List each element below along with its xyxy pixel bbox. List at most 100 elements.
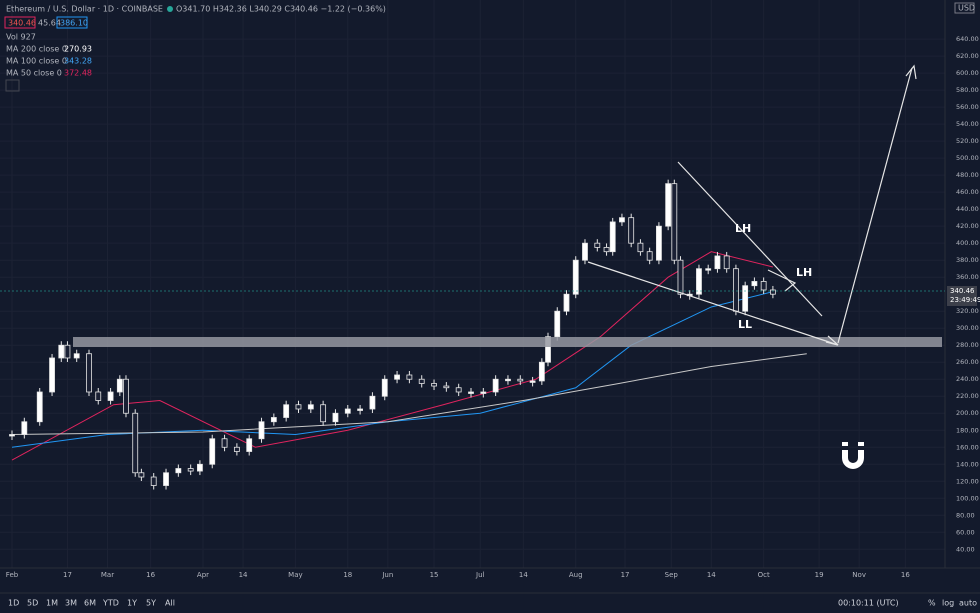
candle bbox=[116, 378, 123, 393]
candle bbox=[603, 247, 610, 253]
candle bbox=[760, 281, 767, 291]
candle bbox=[529, 380, 536, 383]
logo bbox=[842, 442, 864, 469]
spread: 45.64 bbox=[38, 19, 61, 28]
collapse-button[interactable] bbox=[5, 79, 20, 92]
x-tick-label: 14 bbox=[239, 571, 248, 579]
x-tick-label: 14 bbox=[519, 571, 528, 579]
countdown: 23:49:49 bbox=[950, 296, 980, 304]
y-tick-label: 520.00 bbox=[956, 137, 979, 145]
candle bbox=[221, 438, 228, 448]
candle bbox=[505, 378, 511, 382]
sell[interactable]: 340.46 bbox=[8, 19, 36, 28]
candle bbox=[344, 408, 351, 414]
range-button[interactable]: 3M bbox=[65, 599, 77, 608]
candle bbox=[95, 391, 102, 401]
candle bbox=[545, 336, 551, 363]
y-tick-label: 300.00 bbox=[956, 324, 979, 332]
candle bbox=[637, 242, 644, 253]
candle bbox=[332, 412, 339, 423]
range-button[interactable]: 1D bbox=[8, 599, 19, 608]
drawings bbox=[587, 64, 917, 346]
candle bbox=[406, 374, 413, 380]
buy[interactable]: 386.10 bbox=[60, 19, 88, 28]
auto-toggle[interactable]: auto bbox=[959, 599, 977, 608]
range-button[interactable]: 5D bbox=[27, 599, 38, 608]
candle bbox=[307, 404, 314, 410]
sell-box[interactable] bbox=[4, 16, 36, 29]
candle bbox=[696, 268, 702, 295]
x-tick-label: 16 bbox=[146, 571, 155, 579]
candle bbox=[163, 472, 169, 486]
candle bbox=[431, 383, 437, 387]
log-toggle[interactable]: log bbox=[942, 599, 954, 608]
y-tick-label: 600.00 bbox=[956, 69, 979, 77]
candle bbox=[723, 255, 730, 270]
x-tick-label: Jul bbox=[475, 571, 485, 579]
x-tick-label: Apr bbox=[197, 571, 209, 579]
percent-toggle[interactable]: % bbox=[928, 599, 936, 608]
candle bbox=[107, 391, 114, 401]
annotation: LL bbox=[738, 318, 752, 331]
currency-box[interactable] bbox=[954, 2, 975, 14]
candle bbox=[357, 408, 364, 411]
ma-label: MA 100 close 0 bbox=[6, 57, 67, 66]
candle bbox=[73, 353, 80, 359]
y-tick-label: 420.00 bbox=[956, 222, 979, 230]
x-tick-label: 19 bbox=[815, 571, 824, 579]
annotation: LH bbox=[796, 266, 812, 279]
arrow bbox=[767, 269, 797, 292]
candle bbox=[742, 285, 749, 312]
range-button[interactable]: 1M bbox=[46, 599, 58, 608]
candle bbox=[138, 472, 145, 478]
range-button[interactable]: 5Y bbox=[146, 599, 156, 608]
y-tick-label: 140.00 bbox=[956, 460, 979, 468]
symbol[interactable]: Ethereum / U.S. Dollar · 1D · COINBASE bbox=[6, 5, 163, 14]
annotation: LH bbox=[735, 222, 751, 235]
x-tick-label: Mar bbox=[101, 571, 114, 579]
buy-box[interactable] bbox=[56, 16, 88, 29]
candle bbox=[9, 434, 15, 437]
candle bbox=[283, 404, 290, 418]
candle bbox=[665, 183, 672, 227]
x-tick-label: 14 bbox=[707, 571, 716, 579]
range-button[interactable]: All bbox=[165, 599, 175, 608]
y-tick-label: 320.00 bbox=[956, 307, 979, 315]
ma-value: 270.93 bbox=[64, 45, 92, 54]
volume: Vol 927 bbox=[6, 33, 36, 42]
y-tick-label: 360.00 bbox=[956, 273, 979, 281]
candle bbox=[187, 468, 194, 472]
range-button[interactable]: YTD bbox=[102, 599, 119, 608]
candle bbox=[123, 378, 129, 414]
x-tick-label: 15 bbox=[430, 571, 439, 579]
y-tick-label: 80.00 bbox=[956, 511, 975, 519]
arrowhead bbox=[905, 64, 917, 80]
y-tick-label: 620.00 bbox=[956, 52, 979, 60]
candle bbox=[538, 361, 545, 382]
y-tick-label: 220.00 bbox=[956, 392, 979, 400]
candle bbox=[418, 378, 425, 384]
x-tick-label: Oct bbox=[758, 571, 770, 579]
plot bbox=[9, 179, 807, 490]
y-tick-label: 640.00 bbox=[956, 35, 979, 43]
ma-label: MA 50 close 0 bbox=[6, 69, 62, 78]
support-zone bbox=[73, 337, 942, 347]
x-tick-label: 16 bbox=[901, 571, 910, 579]
y-tick-label: 400.00 bbox=[956, 239, 979, 247]
candle bbox=[455, 387, 462, 393]
x-tick-label: 18 bbox=[343, 571, 352, 579]
candle bbox=[443, 385, 450, 389]
range-button[interactable]: 1Y bbox=[127, 599, 137, 608]
candle bbox=[609, 221, 616, 253]
y-tick-label: 480.00 bbox=[956, 171, 979, 179]
last-price: 340.46 bbox=[950, 287, 975, 295]
y-tick-label: 280.00 bbox=[956, 341, 979, 349]
y-tick-label: 100.00 bbox=[956, 494, 979, 502]
y-tick-label: 160.00 bbox=[956, 443, 979, 451]
range-button[interactable]: 6M bbox=[84, 599, 96, 608]
ohlc: O341.70 H342.36 L340.29 C340.46 −1.22 (−… bbox=[176, 5, 386, 14]
candle bbox=[480, 391, 487, 394]
